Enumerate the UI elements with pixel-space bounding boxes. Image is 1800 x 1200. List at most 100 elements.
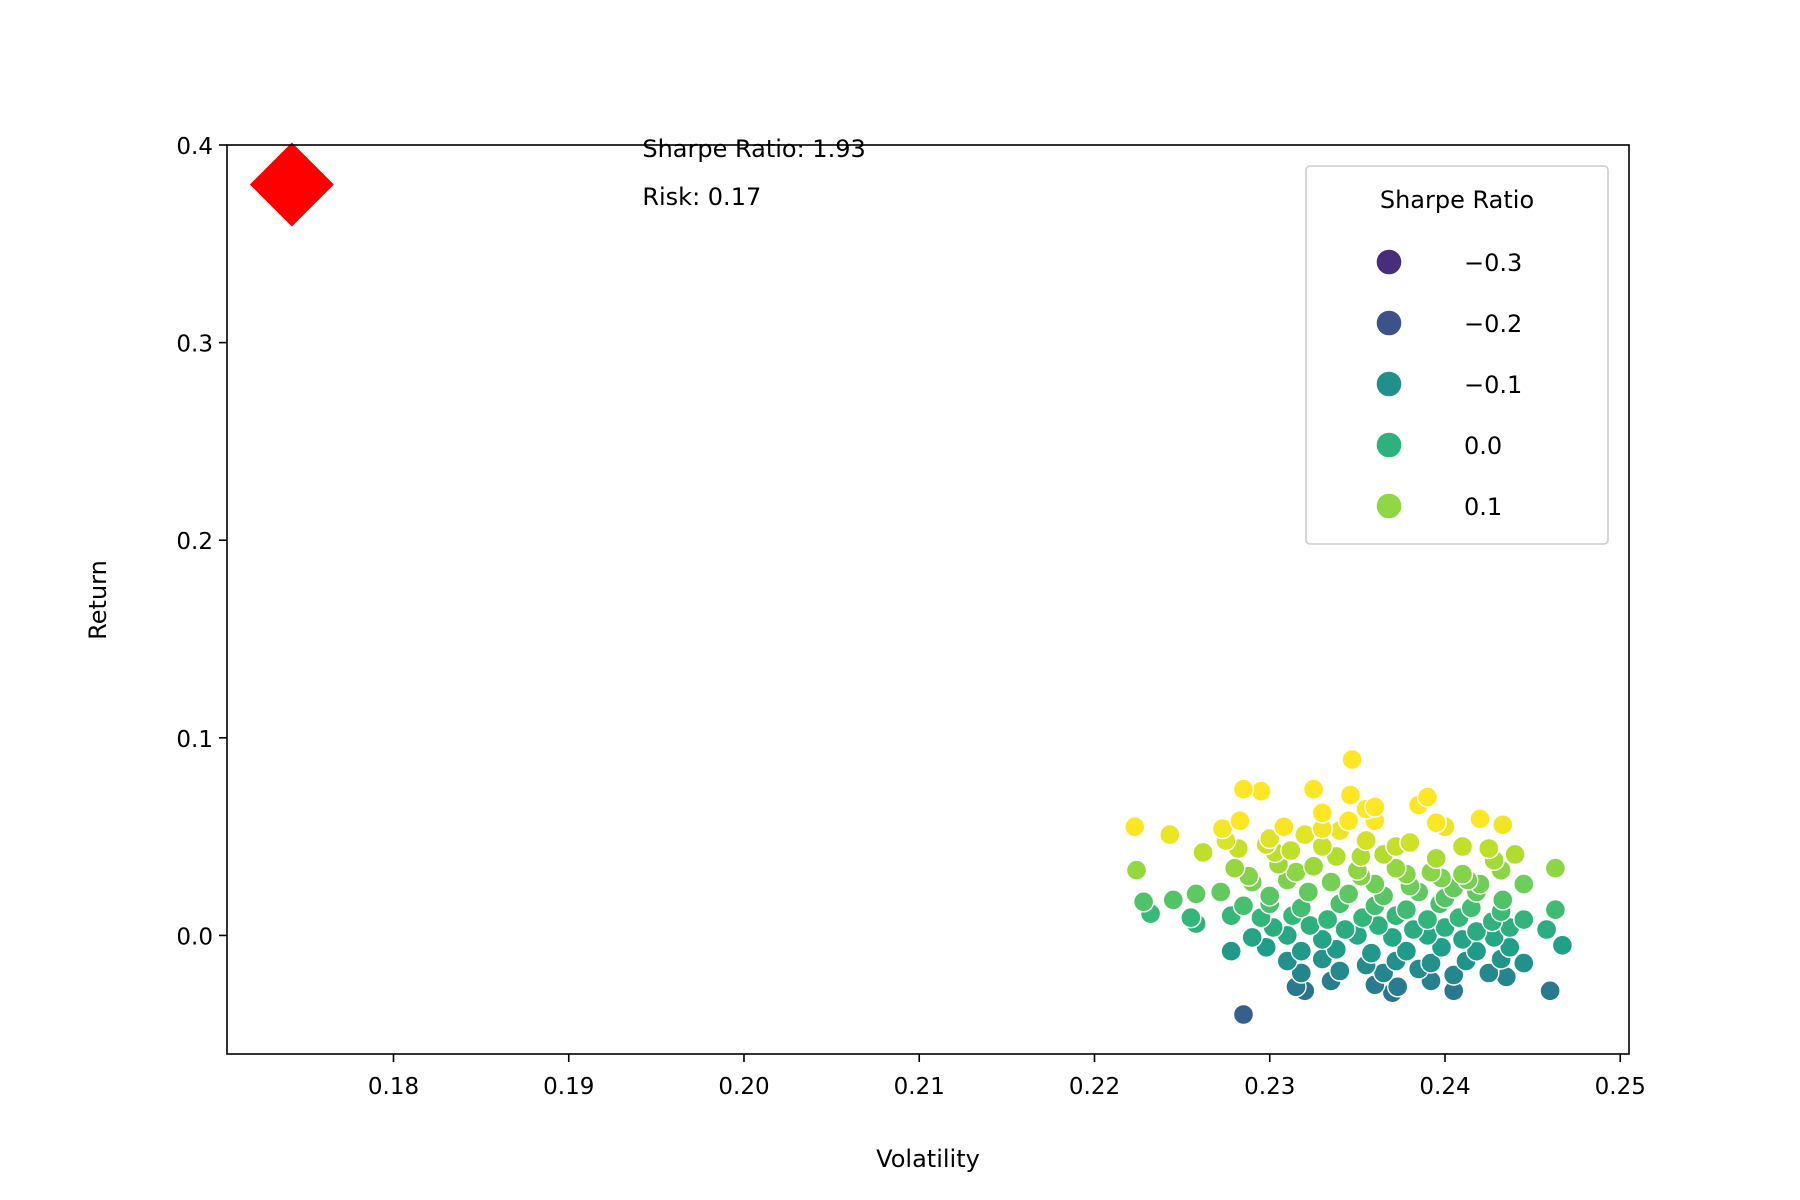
portfolio-point xyxy=(1495,966,1518,988)
portfolio-point xyxy=(1223,857,1246,879)
portfolio-point xyxy=(1229,810,1251,832)
plot-frame xyxy=(226,144,1630,1055)
portfolio-point xyxy=(1395,940,1418,962)
portfolio-point xyxy=(1385,857,1407,879)
portfolio-point xyxy=(1273,816,1295,838)
portfolio-point xyxy=(1551,934,1574,956)
y-axis-ticks: 0.0 0.1 0.2 0.3 0.4 xyxy=(176,134,227,950)
portfolio-point xyxy=(1337,883,1360,905)
portfolio-point xyxy=(1311,928,1334,951)
x-tick-label: 0.18 xyxy=(368,1074,419,1100)
portfolio-point xyxy=(1395,899,1418,921)
portfolio-point xyxy=(1420,952,1442,974)
legend-label: −0.1 xyxy=(1464,371,1522,399)
portfolio-point xyxy=(1302,778,1325,800)
portfolio-point xyxy=(1297,881,1320,903)
portfolio-point xyxy=(1513,952,1535,974)
portfolio-point xyxy=(1442,964,1465,986)
x-axis-label: Volatility xyxy=(876,1145,980,1173)
portfolio-point xyxy=(1290,940,1313,962)
legend-box xyxy=(1305,165,1609,545)
portfolio-point xyxy=(1535,918,1558,941)
y-tick-label: 0.4 xyxy=(176,134,213,160)
portfolio-point xyxy=(1125,859,1148,881)
portfolio-point xyxy=(1329,960,1351,982)
portfolio-point xyxy=(1211,818,1234,840)
portfolio-point xyxy=(1478,962,1500,984)
portfolio-point xyxy=(1355,829,1377,852)
portfolio-point xyxy=(1241,926,1263,949)
portfolio-point xyxy=(1451,863,1474,885)
portfolio-point xyxy=(1316,908,1339,931)
portfolio-point xyxy=(1539,980,1561,1002)
y-tick-label: 0.1 xyxy=(176,727,213,753)
portfolio-point xyxy=(1232,1003,1255,1026)
x-axis-ticks: 0.18 0.19 0.20 0.21 0.22 0.23 0.24 0.25 xyxy=(368,1054,1646,1100)
portfolio-point xyxy=(1334,918,1356,941)
portfolio-point xyxy=(1425,812,1447,834)
portfolio-point xyxy=(1492,889,1514,911)
legend-label: −0.3 xyxy=(1464,249,1522,277)
annotation-sharpe-ratio: Sharpe Ratio: 1.93 xyxy=(642,135,865,163)
portfolio-point xyxy=(1465,920,1488,943)
portfolio-point xyxy=(1513,873,1535,895)
portfolio-point xyxy=(1544,857,1567,879)
portfolio-point xyxy=(1132,891,1155,913)
portfolio-point xyxy=(1185,883,1207,905)
portfolio-point xyxy=(1337,810,1360,832)
portfolio-point xyxy=(1381,926,1404,949)
portfolio-point xyxy=(1258,827,1281,850)
legend-marker xyxy=(1375,492,1403,520)
portfolio-point xyxy=(1364,796,1386,818)
x-tick-label: 0.22 xyxy=(1069,1074,1120,1100)
portfolio-point xyxy=(1232,895,1255,917)
portfolio-point xyxy=(1544,899,1567,921)
portfolio-point xyxy=(1311,835,1334,858)
legend: Sharpe Ratio −0.3 −0.2 −0.1 0.0 0.1 xyxy=(1305,165,1609,545)
portfolio-point xyxy=(1180,907,1202,929)
portfolio-point xyxy=(1290,962,1313,984)
portfolio-point xyxy=(1451,835,1474,858)
legend-label: −0.2 xyxy=(1464,310,1522,338)
sharpe-annotation: Sharpe Ratio: 1.93 Risk: 0.17 xyxy=(642,135,865,211)
portfolio-point xyxy=(1220,940,1242,962)
legend-label: 0.0 xyxy=(1464,432,1502,460)
portfolio-point xyxy=(1339,784,1362,806)
y-tick-label: 0.2 xyxy=(176,529,213,555)
optimal-portfolio-layer xyxy=(249,142,334,227)
portfolio-point xyxy=(1386,976,1409,998)
portfolio-point xyxy=(1492,814,1514,836)
legend-label: 0.1 xyxy=(1464,493,1502,521)
portfolio-point xyxy=(1360,942,1383,964)
x-tick-label: 0.23 xyxy=(1244,1074,1295,1100)
portfolio-points xyxy=(1124,748,1574,1026)
x-tick-label: 0.24 xyxy=(1419,1074,1470,1100)
y-tick-label: 0.0 xyxy=(176,924,213,950)
optimal-portfolio-marker xyxy=(249,142,334,227)
portfolio-point xyxy=(1416,908,1439,931)
portfolio-point xyxy=(1192,841,1214,864)
portfolio-point xyxy=(1399,831,1421,854)
portfolio-point xyxy=(1469,808,1491,830)
x-tick-label: 0.25 xyxy=(1595,1074,1646,1100)
portfolio-point xyxy=(1320,871,1342,893)
portfolio-point xyxy=(1258,885,1281,907)
y-axis-label: Return xyxy=(84,560,112,640)
legend-title: Sharpe Ratio xyxy=(1380,186,1534,214)
x-tick-label: 0.21 xyxy=(894,1074,945,1100)
portfolio-point xyxy=(1425,847,1447,870)
portfolio-point xyxy=(1209,881,1232,903)
legend-entries: −0.3 −0.2 −0.1 0.0 0.1 xyxy=(1375,248,1522,521)
portfolio-point xyxy=(1232,778,1255,800)
portfolio-point xyxy=(1513,908,1535,931)
x-tick-label: 0.20 xyxy=(718,1074,769,1100)
portfolio-point xyxy=(1341,748,1363,771)
annotation-risk: Risk: 0.17 xyxy=(642,183,761,211)
portfolio-point xyxy=(1302,855,1325,877)
portfolio-point xyxy=(1162,889,1185,911)
portfolio-point xyxy=(1280,839,1302,862)
y-tick-label: 0.3 xyxy=(176,332,213,358)
portfolio-point xyxy=(1416,786,1439,808)
x-tick-label: 0.19 xyxy=(543,1074,594,1100)
